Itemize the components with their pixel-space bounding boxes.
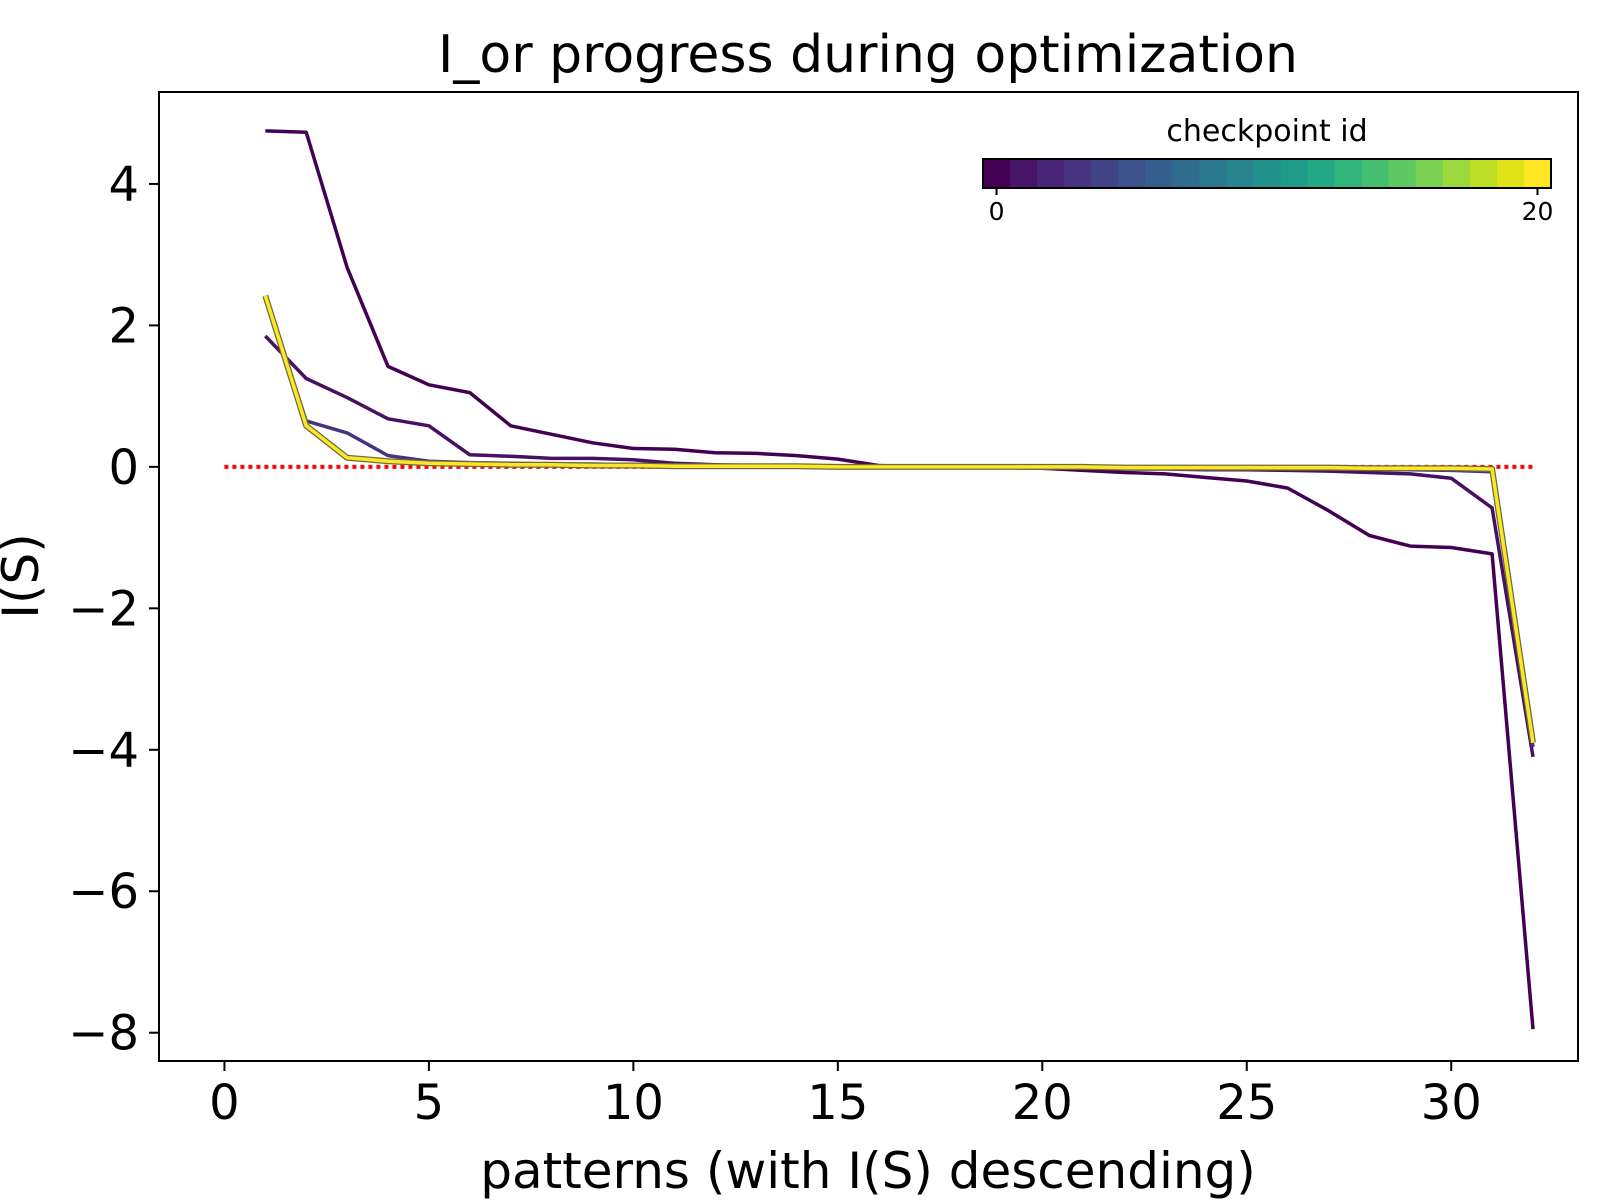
series-line-1 (265, 129, 1535, 1030)
colorbar-swatch (1496, 159, 1525, 188)
colorbar-tick-label: 0 (989, 197, 1005, 226)
colorbar-swatch (1037, 159, 1065, 188)
colorbar-swatch (1226, 159, 1255, 188)
colorbar-swatch (1253, 159, 1282, 188)
x-tick-label: 20 (1012, 1075, 1073, 1131)
colorbar-swatch (1361, 159, 1390, 188)
colorbar-swatch (1091, 159, 1119, 188)
x-tick-label: 0 (209, 1075, 240, 1131)
y-tick-label: 2 (108, 298, 139, 354)
y-axis: 4 2 0 −2 −4 −6 −8 (68, 157, 159, 1062)
colorbar-swatch (1442, 159, 1471, 188)
colorbar-swatch (1334, 159, 1363, 188)
x-axis-label: patterns (with I(S) descending) (480, 1142, 1256, 1200)
y-tick-label: 0 (108, 440, 139, 496)
colorbar-swatch (1172, 159, 1200, 188)
y-axis-label: I(S) (0, 533, 50, 619)
y-tick-label: −4 (68, 723, 139, 779)
colorbar-swatch (1280, 159, 1309, 188)
chart-title: I_or progress during optimization (438, 25, 1298, 85)
colorbar-swatch (1199, 159, 1228, 188)
y-tick-label: −6 (68, 864, 139, 920)
x-tick-label: 5 (414, 1075, 445, 1131)
x-tick-label: 25 (1216, 1075, 1277, 1131)
colorbar-swatch (1523, 159, 1552, 188)
x-tick-label: 10 (603, 1075, 664, 1131)
colorbar-swatches (983, 159, 1552, 188)
colorbar: checkpoint id 0 20 (982, 114, 1554, 226)
series-line-4 (263, 295, 1535, 743)
colorbar-swatch (983, 159, 1011, 188)
colorbar-swatch (1145, 159, 1173, 188)
colorbar-swatch (1307, 159, 1336, 188)
colorbar-frame (982, 158, 1552, 189)
colorbar-swatch (1118, 159, 1146, 188)
axes-frame (158, 91, 1579, 1062)
colorbar-swatch (1388, 159, 1417, 188)
colorbar-tick-label: 20 (1522, 197, 1554, 226)
colorbar-swatch (1064, 159, 1092, 188)
series-line-2 (264, 334, 1535, 758)
x-tick-label: 30 (1421, 1075, 1482, 1131)
colorbar-swatch (1415, 159, 1444, 188)
y-tick-label: −8 (68, 1006, 139, 1062)
plot-area (224, 129, 1536, 1030)
colorbar-label: checkpoint id (1166, 114, 1367, 149)
colorbar-ticks: 0 20 (989, 188, 1554, 226)
x-axis: 0 5 10 15 20 25 30 (209, 1061, 1482, 1131)
y-tick-label: −2 (68, 581, 139, 637)
x-tick-label: 15 (807, 1075, 868, 1131)
colorbar-swatch (1469, 159, 1498, 188)
colorbar-swatch (1010, 159, 1038, 188)
y-tick-label: 4 (108, 157, 139, 213)
